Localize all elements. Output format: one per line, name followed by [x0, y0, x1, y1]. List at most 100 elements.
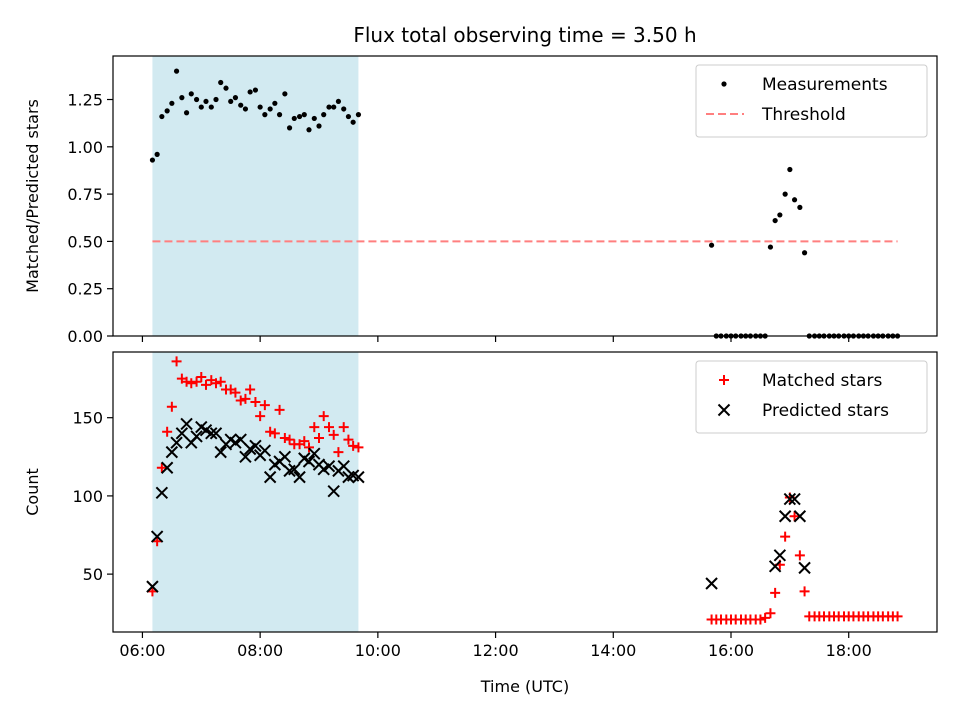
data-point	[267, 106, 273, 112]
data-point	[782, 191, 788, 197]
data-point	[333, 447, 344, 458]
x-tick-label: 18:00	[826, 641, 872, 660]
data-point	[203, 98, 209, 105]
data-point	[175, 427, 189, 440]
data-point	[797, 204, 803, 210]
data-point	[205, 427, 218, 440]
data-point	[240, 393, 251, 404]
data-point	[350, 119, 356, 125]
data-point	[316, 123, 322, 129]
data-point	[154, 151, 160, 157]
data-point	[767, 244, 774, 250]
data-point	[179, 95, 185, 101]
data-point	[156, 462, 167, 473]
data-point	[265, 426, 276, 437]
data-point	[166, 401, 177, 412]
data-point	[288, 463, 301, 476]
y-tick-label: 50	[83, 565, 103, 584]
data-point	[146, 580, 159, 593]
data-point	[311, 115, 317, 122]
data-point	[242, 106, 249, 112]
observing-window-shade	[152, 352, 359, 632]
data-point	[239, 450, 252, 464]
data-point	[262, 112, 268, 118]
data-point	[257, 104, 263, 110]
data-point	[335, 98, 342, 105]
data-point	[250, 397, 261, 408]
plot-frame	[112, 55, 938, 337]
data-point	[252, 87, 259, 93]
data-point	[230, 387, 241, 398]
data-point	[331, 104, 337, 110]
observing-window-shade	[152, 56, 359, 336]
data-point	[791, 197, 798, 203]
data-point	[343, 434, 354, 445]
x-tick-label: 08:00	[237, 641, 283, 660]
data-point	[352, 470, 365, 484]
data-point	[218, 79, 224, 86]
data-point	[213, 96, 219, 103]
data-point	[353, 442, 364, 453]
data-point	[309, 422, 320, 433]
legend-label: Measurements	[762, 75, 888, 95]
data-point	[164, 108, 170, 114]
data-point	[773, 549, 787, 562]
data-point	[247, 89, 253, 95]
data-point	[314, 433, 324, 444]
data-point	[165, 445, 179, 459]
data-point	[770, 587, 781, 598]
data-point	[328, 429, 339, 440]
data-point	[249, 439, 262, 453]
data-point	[341, 106, 347, 112]
y-tick-label: 100	[72, 487, 103, 506]
data-point	[787, 166, 793, 173]
data-point	[150, 530, 164, 543]
data-point	[235, 395, 246, 406]
data-point	[170, 436, 183, 449]
data-point	[269, 428, 280, 439]
data-point	[169, 100, 175, 106]
data-point	[892, 611, 903, 622]
data-point	[159, 113, 165, 120]
data-point	[245, 384, 256, 395]
data-point	[228, 98, 234, 105]
data-point	[780, 531, 791, 542]
legend-handle	[719, 375, 729, 385]
data-point	[200, 379, 211, 390]
data-point	[188, 91, 194, 97]
data-point	[302, 455, 316, 468]
data-point	[214, 445, 227, 459]
x-tick-label: 10:00	[355, 641, 401, 660]
x-tick-label: 12:00	[473, 641, 519, 660]
data-point	[327, 485, 340, 498]
data-point	[299, 436, 310, 447]
data-point	[211, 378, 221, 389]
data-point	[259, 400, 270, 411]
data-point	[180, 417, 193, 431]
legend-label: Predicted stars	[762, 401, 889, 421]
data-point	[208, 104, 214, 110]
data-point	[196, 372, 207, 383]
data-point	[755, 614, 766, 625]
data-point	[284, 434, 295, 445]
legend: Measurements Threshold	[695, 64, 928, 138]
data-point	[276, 112, 283, 118]
data-point	[708, 242, 715, 248]
legend-box	[695, 360, 928, 434]
series-predicted-stars	[146, 417, 811, 593]
data-point	[337, 459, 350, 473]
bottom-panel-y-label: Count	[23, 468, 42, 516]
data-point	[777, 212, 783, 218]
y-tick-label: 1.25	[67, 91, 103, 110]
top-panel-y-label: Matched/Predicted stars	[23, 99, 42, 293]
data-point	[789, 511, 800, 522]
data-point	[322, 459, 336, 473]
data-point	[760, 612, 771, 623]
bottom-panel: Count 06:00 08:00 10:00 12:00 14:00 16:00 18:0…	[23, 351, 938, 660]
legend-label: Threshold	[761, 105, 846, 125]
data-point	[223, 85, 229, 91]
x-tick-label: 16:00	[708, 641, 754, 660]
data-point	[234, 433, 247, 446]
y-tick-label: 0.25	[67, 280, 103, 299]
data-point	[279, 433, 290, 444]
